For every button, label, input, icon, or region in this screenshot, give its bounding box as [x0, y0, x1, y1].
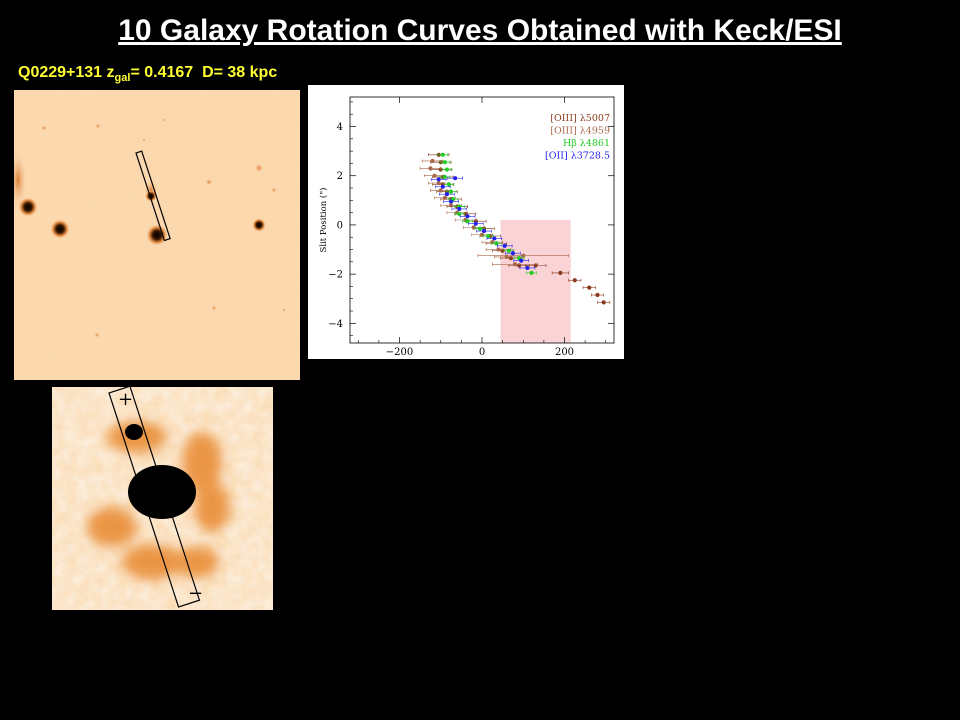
data-point [448, 199, 454, 204]
data-point [477, 226, 483, 231]
y-tick-label: −4 [328, 319, 343, 330]
object-label: Q0229+131 zgal= 0.4167 D= 38 kpc [18, 64, 277, 84]
data-point [494, 241, 499, 246]
galaxy-bulge [128, 465, 196, 519]
axis-tick-labels: −200 0 200 4 2 0 −2 −4 [328, 122, 574, 358]
data-point [457, 211, 462, 216]
y-tick-label: 4 [337, 122, 343, 133]
field-image [14, 90, 300, 380]
data-point [428, 166, 433, 171]
star-small-5 [94, 332, 100, 338]
slide-title: 10 Galaxy Rotation Curves Obtained with … [118, 14, 842, 47]
quasar [146, 224, 168, 246]
zoom-image: + − [52, 387, 273, 610]
data-point [572, 278, 577, 283]
galaxy-core [145, 190, 157, 202]
axis-ticks [350, 97, 614, 343]
data-point [457, 206, 462, 212]
data-point [502, 243, 507, 248]
data-point [601, 300, 606, 305]
data-point [436, 181, 441, 186]
object-name: Q0229+131 [18, 64, 103, 81]
data-point [492, 236, 497, 241]
star-small-10 [282, 308, 286, 312]
data-point [436, 177, 441, 182]
redshift-subscript: gal [114, 72, 131, 85]
star-small-2 [254, 163, 264, 173]
star-left [18, 197, 38, 217]
data-point [440, 184, 445, 189]
shaded-region [500, 220, 571, 343]
series-1 [419, 158, 569, 267]
data-point [465, 219, 470, 224]
data-point [519, 258, 524, 263]
star-mid-left [50, 219, 70, 239]
data-point [442, 160, 447, 165]
data-point [444, 167, 450, 172]
slit-minus-label: − [188, 583, 203, 604]
data-point [525, 265, 530, 271]
data-point [506, 248, 511, 253]
series-3 [430, 176, 536, 271]
legend-entry: [OIII] λ5007 [550, 113, 610, 124]
data-point [444, 192, 450, 197]
star-small-6 [41, 125, 47, 131]
legend-entry: [OII] λ3728.5 [545, 151, 610, 162]
y-tick-label: −2 [328, 270, 343, 281]
data-point [438, 188, 443, 193]
y-tick-label: 0 [337, 220, 343, 231]
rotation-curve-chart: −200 0 200 4 2 0 −2 −4 Slit Position (") [OIII]… [308, 85, 624, 359]
x-tick-label: −200 [386, 347, 413, 358]
x-tick-label: 0 [479, 347, 485, 358]
y-axis-label: Slit Position (") [318, 188, 329, 253]
data-point [595, 292, 600, 298]
data-point [442, 195, 447, 200]
redshift-symbol: z [106, 64, 115, 81]
data-point [432, 173, 437, 178]
data-point [440, 152, 445, 157]
redshift-value: = 0.4167 [130, 64, 194, 81]
data-point [448, 203, 454, 208]
data-point [587, 285, 592, 290]
star-small-3 [95, 123, 101, 129]
data-point [448, 189, 454, 194]
star-small-9 [162, 118, 166, 122]
zoom-slit-outline [108, 387, 201, 608]
star-small-7 [271, 187, 277, 193]
star-small-4 [211, 305, 217, 311]
data-point [496, 247, 501, 252]
data-point [473, 221, 478, 226]
data-point [453, 176, 458, 181]
distance-value: D= 38 kpc [202, 64, 278, 81]
star-right [252, 218, 266, 232]
legend-entry: [OIII] λ4959 [550, 126, 610, 137]
x-tick-label: 200 [555, 347, 574, 358]
data-point [481, 228, 487, 234]
data-point [512, 262, 518, 267]
star-left-glow [14, 150, 27, 210]
star-small-8 [142, 138, 146, 142]
y-tick-label: 2 [337, 171, 343, 182]
legend-entry: Hβ λ4861 [563, 138, 610, 149]
data-point [521, 253, 526, 258]
slit-plus-label: + [118, 389, 133, 410]
slit-outline [135, 150, 171, 242]
data-point [510, 251, 516, 256]
data-point [558, 270, 563, 275]
data-point [465, 214, 470, 219]
data-point [529, 270, 534, 275]
data-point [430, 158, 435, 164]
data-points [419, 152, 611, 305]
companion-knot [125, 424, 143, 440]
star-small-1 [205, 178, 213, 186]
